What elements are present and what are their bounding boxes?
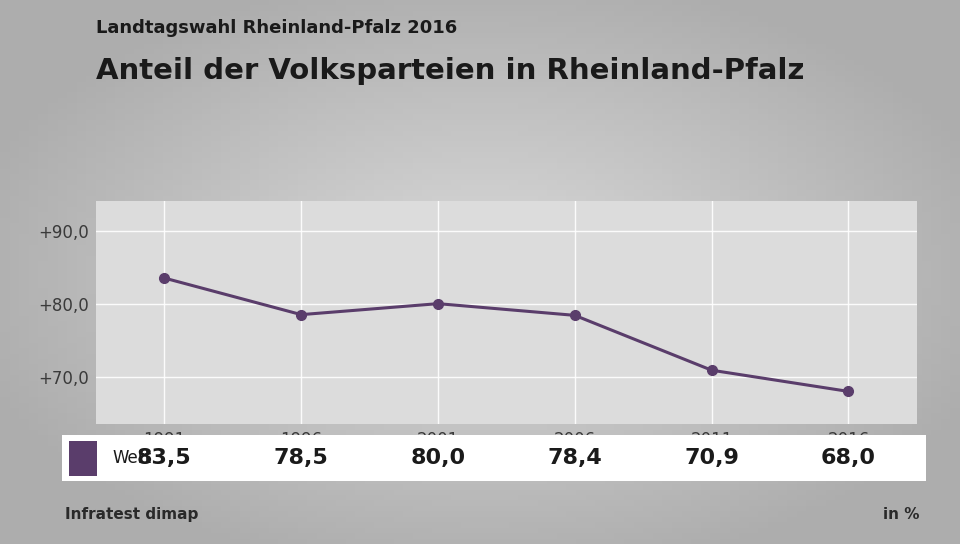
- Text: Landtagswahl Rheinland-Pfalz 2016: Landtagswahl Rheinland-Pfalz 2016: [96, 19, 457, 37]
- Text: 83,5: 83,5: [137, 448, 192, 468]
- Text: 70,9: 70,9: [684, 448, 739, 468]
- Text: 68,0: 68,0: [821, 448, 876, 468]
- Text: 78,5: 78,5: [274, 448, 328, 468]
- Text: Wert: Wert: [112, 449, 152, 467]
- Text: 80,0: 80,0: [411, 448, 466, 468]
- Text: in %: in %: [883, 507, 920, 522]
- Text: Anteil der Volksparteien in Rheinland-Pfalz: Anteil der Volksparteien in Rheinland-Pf…: [96, 57, 804, 85]
- Text: Infratest dimap: Infratest dimap: [65, 507, 199, 522]
- Bar: [69, 441, 97, 476]
- Text: 78,4: 78,4: [547, 448, 602, 468]
